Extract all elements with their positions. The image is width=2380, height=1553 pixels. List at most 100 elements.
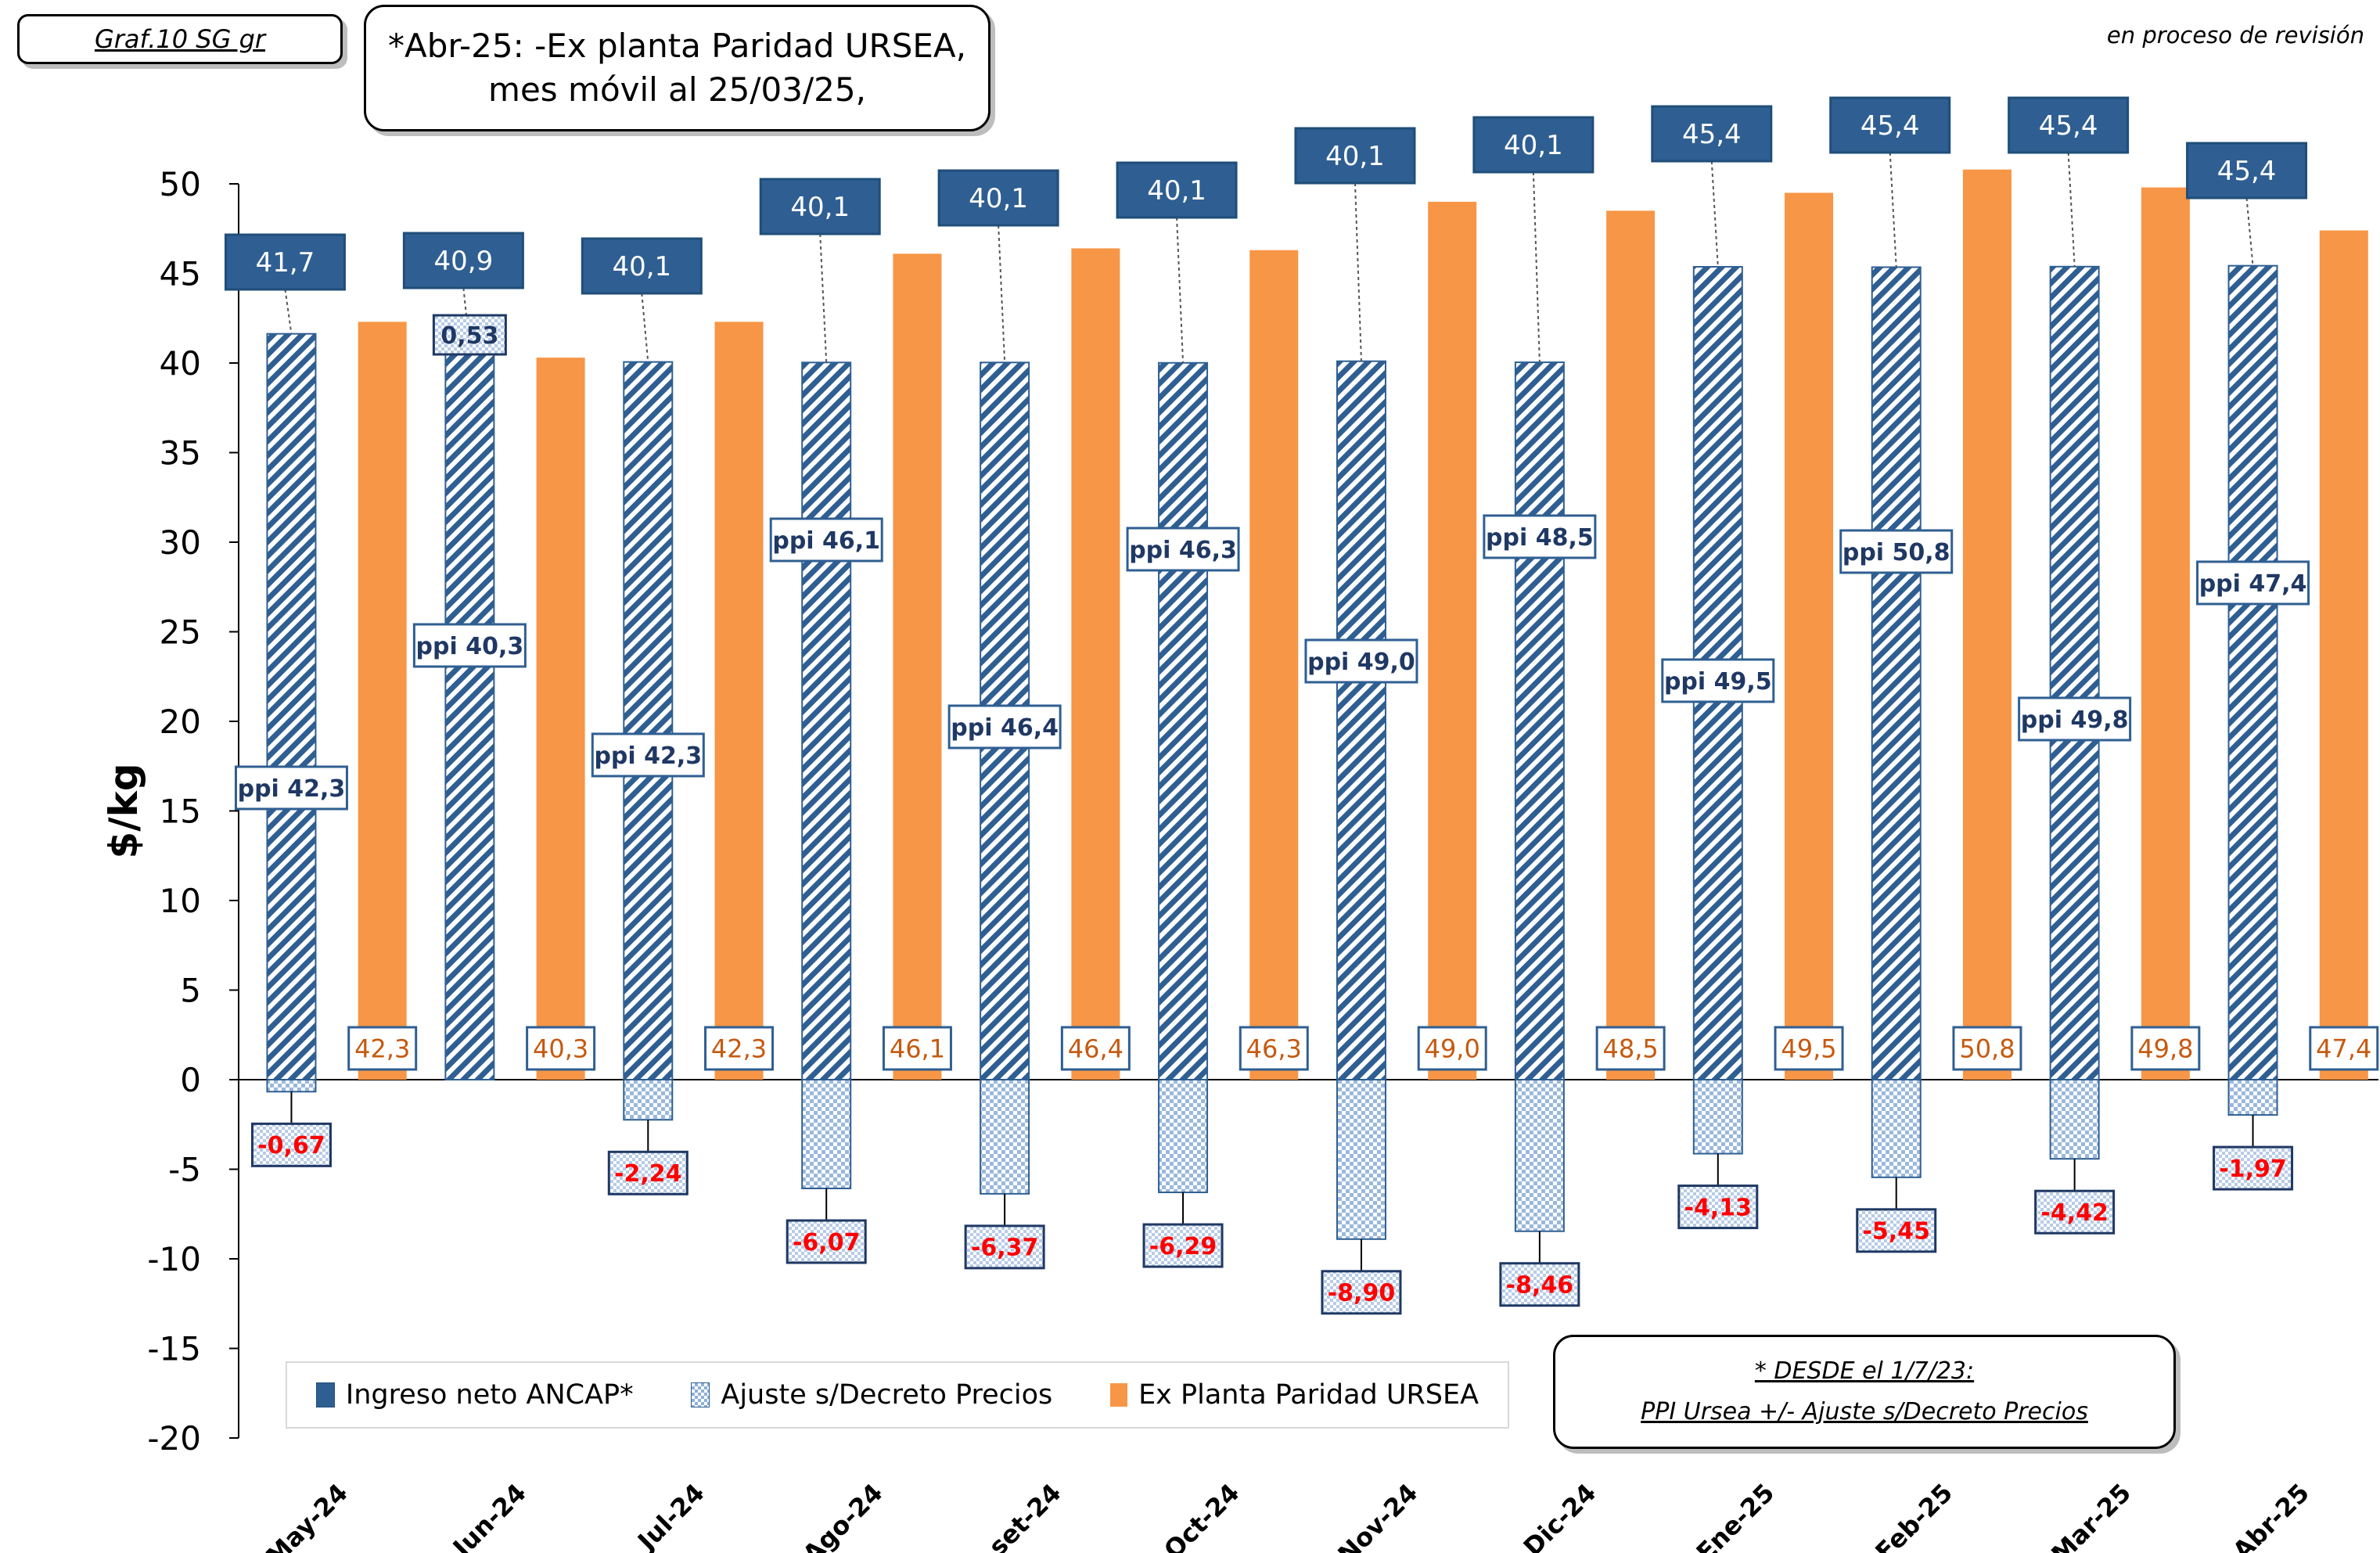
x-tick-label: Feb-25 xyxy=(1869,1478,1958,1553)
ingreso-value-label: 40,1 xyxy=(1472,116,1594,174)
ingreso-value-label: 45,4 xyxy=(1651,105,1773,163)
bar-ingreso xyxy=(266,333,317,1081)
ppi-value-label-bg xyxy=(2018,696,2132,742)
bar-ex-planta xyxy=(893,253,942,1080)
ppi-value-label: ppi 49,5 xyxy=(1661,658,1775,703)
bar-ajuste xyxy=(1158,1079,1209,1194)
ingreso-connector xyxy=(2067,152,2076,267)
ajuste-value-label-bg xyxy=(1499,1262,1580,1307)
ppi-value-label-text: ppi 49,0 xyxy=(1307,649,1415,676)
ex-planta-value-label-text: 49,0 xyxy=(1425,1034,1480,1064)
y-tick-label: -15 xyxy=(147,1330,201,1368)
chart-tag-text: Graf.10 SG gr xyxy=(94,24,266,54)
ingreso-connector xyxy=(1176,217,1185,363)
ingreso-connector xyxy=(998,225,1006,363)
ingreso-connector xyxy=(819,233,828,363)
ingreso-value-label: 45,4 xyxy=(2008,96,2130,154)
note-box: *Abr-25: -Ex planta Paridad URSEA, mes m… xyxy=(364,5,990,131)
ingreso-connector xyxy=(2245,197,2254,266)
ingreso-value-label-bg xyxy=(1116,161,1238,219)
bar-ex-planta xyxy=(714,322,764,1080)
ingreso-value-label: 41,7 xyxy=(224,233,346,291)
ex-planta-value-label-text: 42,3 xyxy=(354,1034,410,1064)
x-tick-label: Jul-24 xyxy=(631,1478,710,1553)
ingreso-value-label: 40,1 xyxy=(1294,127,1416,185)
ajuste-value-label-bg xyxy=(1677,1185,1759,1230)
bar-ex-planta xyxy=(1606,210,1656,1080)
bar-ingreso xyxy=(1336,360,1386,1080)
ajuste-value-label: -2,24 xyxy=(607,1150,688,1195)
bar-ex-planta xyxy=(2141,187,2190,1080)
ex-planta-value-label: 48,5 xyxy=(1595,1026,1666,1071)
ajuste-value-label-bg xyxy=(250,1122,332,1167)
ex-planta-value-label-bg xyxy=(1060,1026,1131,1071)
bar-ajuste xyxy=(801,1079,852,1190)
ppi-value-label-bg xyxy=(1304,638,1418,684)
bar-ajuste xyxy=(1514,1079,1565,1232)
y-tick-label: 5 xyxy=(180,972,201,1010)
ingreso-value-label-text: 45,4 xyxy=(2217,156,2277,187)
ppi-value-label-bg xyxy=(1483,514,1597,559)
ex-planta-value-label-bg xyxy=(882,1026,952,1071)
footnote-line-2: PPI Ursea +/- Ajuste s/Decreto Precios xyxy=(1641,1398,2088,1425)
ajuste-value-label: -6,29 xyxy=(1142,1223,1224,1268)
ex-planta-value-label-bg xyxy=(2130,1026,2201,1071)
ingreso-value-label: 40,1 xyxy=(937,169,1059,227)
ex-planta-value-label-text: 42,3 xyxy=(711,1034,767,1064)
ingreso-value-label-text: 40,1 xyxy=(1325,141,1385,172)
ppi-value-label-text: ppi 46,3 xyxy=(1129,537,1237,564)
ex-planta-value-label: 49,8 xyxy=(2130,1026,2201,1071)
ex-planta-value-label-bg xyxy=(1952,1026,2022,1071)
y-tick-label: -10 xyxy=(147,1240,201,1278)
ingreso-value-label: 45,4 xyxy=(2186,142,2308,200)
footnote-line-1: * DESDE el 1/7/23: xyxy=(1754,1357,1975,1385)
bar-ex-planta xyxy=(1071,248,1120,1080)
y-tick-label: 25 xyxy=(160,613,201,652)
legend-label-ajuste: Ajuste s/Decreto Precios xyxy=(721,1379,1053,1411)
ppi-value-label-text: ppi 42,3 xyxy=(238,775,346,803)
bar-ex-planta xyxy=(1962,169,2011,1080)
ingreso-value-label: 45,4 xyxy=(1829,96,1951,154)
note-line-1: *Abr-25: -Ex planta Paridad URSEA, xyxy=(388,27,966,65)
ingreso-value-label-bg xyxy=(1829,96,1951,154)
ex-planta-value-label: 46,3 xyxy=(1239,1026,1309,1071)
ppi-value-label-text: ppi 46,4 xyxy=(951,714,1059,742)
ingreso-value-label-bg xyxy=(402,232,524,289)
ppi-value-label-text: ppi 49,8 xyxy=(2021,706,2129,734)
ingreso-value-label-text: 41,7 xyxy=(256,247,315,279)
ingreso-connector xyxy=(1889,152,1897,268)
ajuste-value-label-text: -8,46 xyxy=(1506,1272,1573,1300)
ppi-value-label-text: ppi 48,5 xyxy=(1486,524,1594,552)
ajuste-value-label: -8,90 xyxy=(1321,1270,1402,1315)
ingreso-connector xyxy=(1710,160,1719,268)
bar-ajuste xyxy=(980,1079,1030,1195)
bar-ajuste xyxy=(1871,1079,1922,1178)
ex-planta-value-label: 42,3 xyxy=(347,1026,418,1071)
ppi-value-label-bg xyxy=(769,517,883,563)
bar-ingreso xyxy=(801,361,852,1080)
y-tick-label: 45 xyxy=(160,255,201,293)
ppi-value-label: ppi 48,5 xyxy=(1483,514,1597,559)
y-tick-label: 10 xyxy=(160,882,201,920)
ingreso-value-label-text: 40,9 xyxy=(434,246,494,277)
ex-planta-value-label: 46,1 xyxy=(882,1026,952,1071)
x-tick-label: Nov-24 xyxy=(1332,1478,1423,1553)
x-tick-label: Abr-25 xyxy=(2227,1478,2315,1553)
ex-planta-value-label-text: 40,3 xyxy=(533,1034,588,1064)
ppi-value-label-text: ppi 50,8 xyxy=(1843,539,1950,566)
bar-ingreso xyxy=(1158,361,1209,1080)
ajuste-value-label: -6,07 xyxy=(786,1219,867,1264)
bar-ingreso xyxy=(444,347,495,1081)
ingreso-value-label: 40,9 xyxy=(402,232,524,289)
ingreso-value-label-bg xyxy=(2186,142,2308,200)
ingreso-value-label-bg xyxy=(937,169,1059,227)
ex-planta-value-label-text: 48,5 xyxy=(1602,1034,1658,1064)
ajuste-value-label-text: -6,37 xyxy=(971,1235,1038,1262)
y-tick-label: 40 xyxy=(160,344,201,383)
ppi-value-label-text: ppi 42,3 xyxy=(594,742,702,770)
ingreso-value-label-bg xyxy=(759,178,881,235)
ajuste-value-label-bg xyxy=(964,1224,1045,1270)
ajuste-value-label: -4,42 xyxy=(2034,1189,2116,1235)
bar-ex-planta xyxy=(2319,230,2368,1080)
